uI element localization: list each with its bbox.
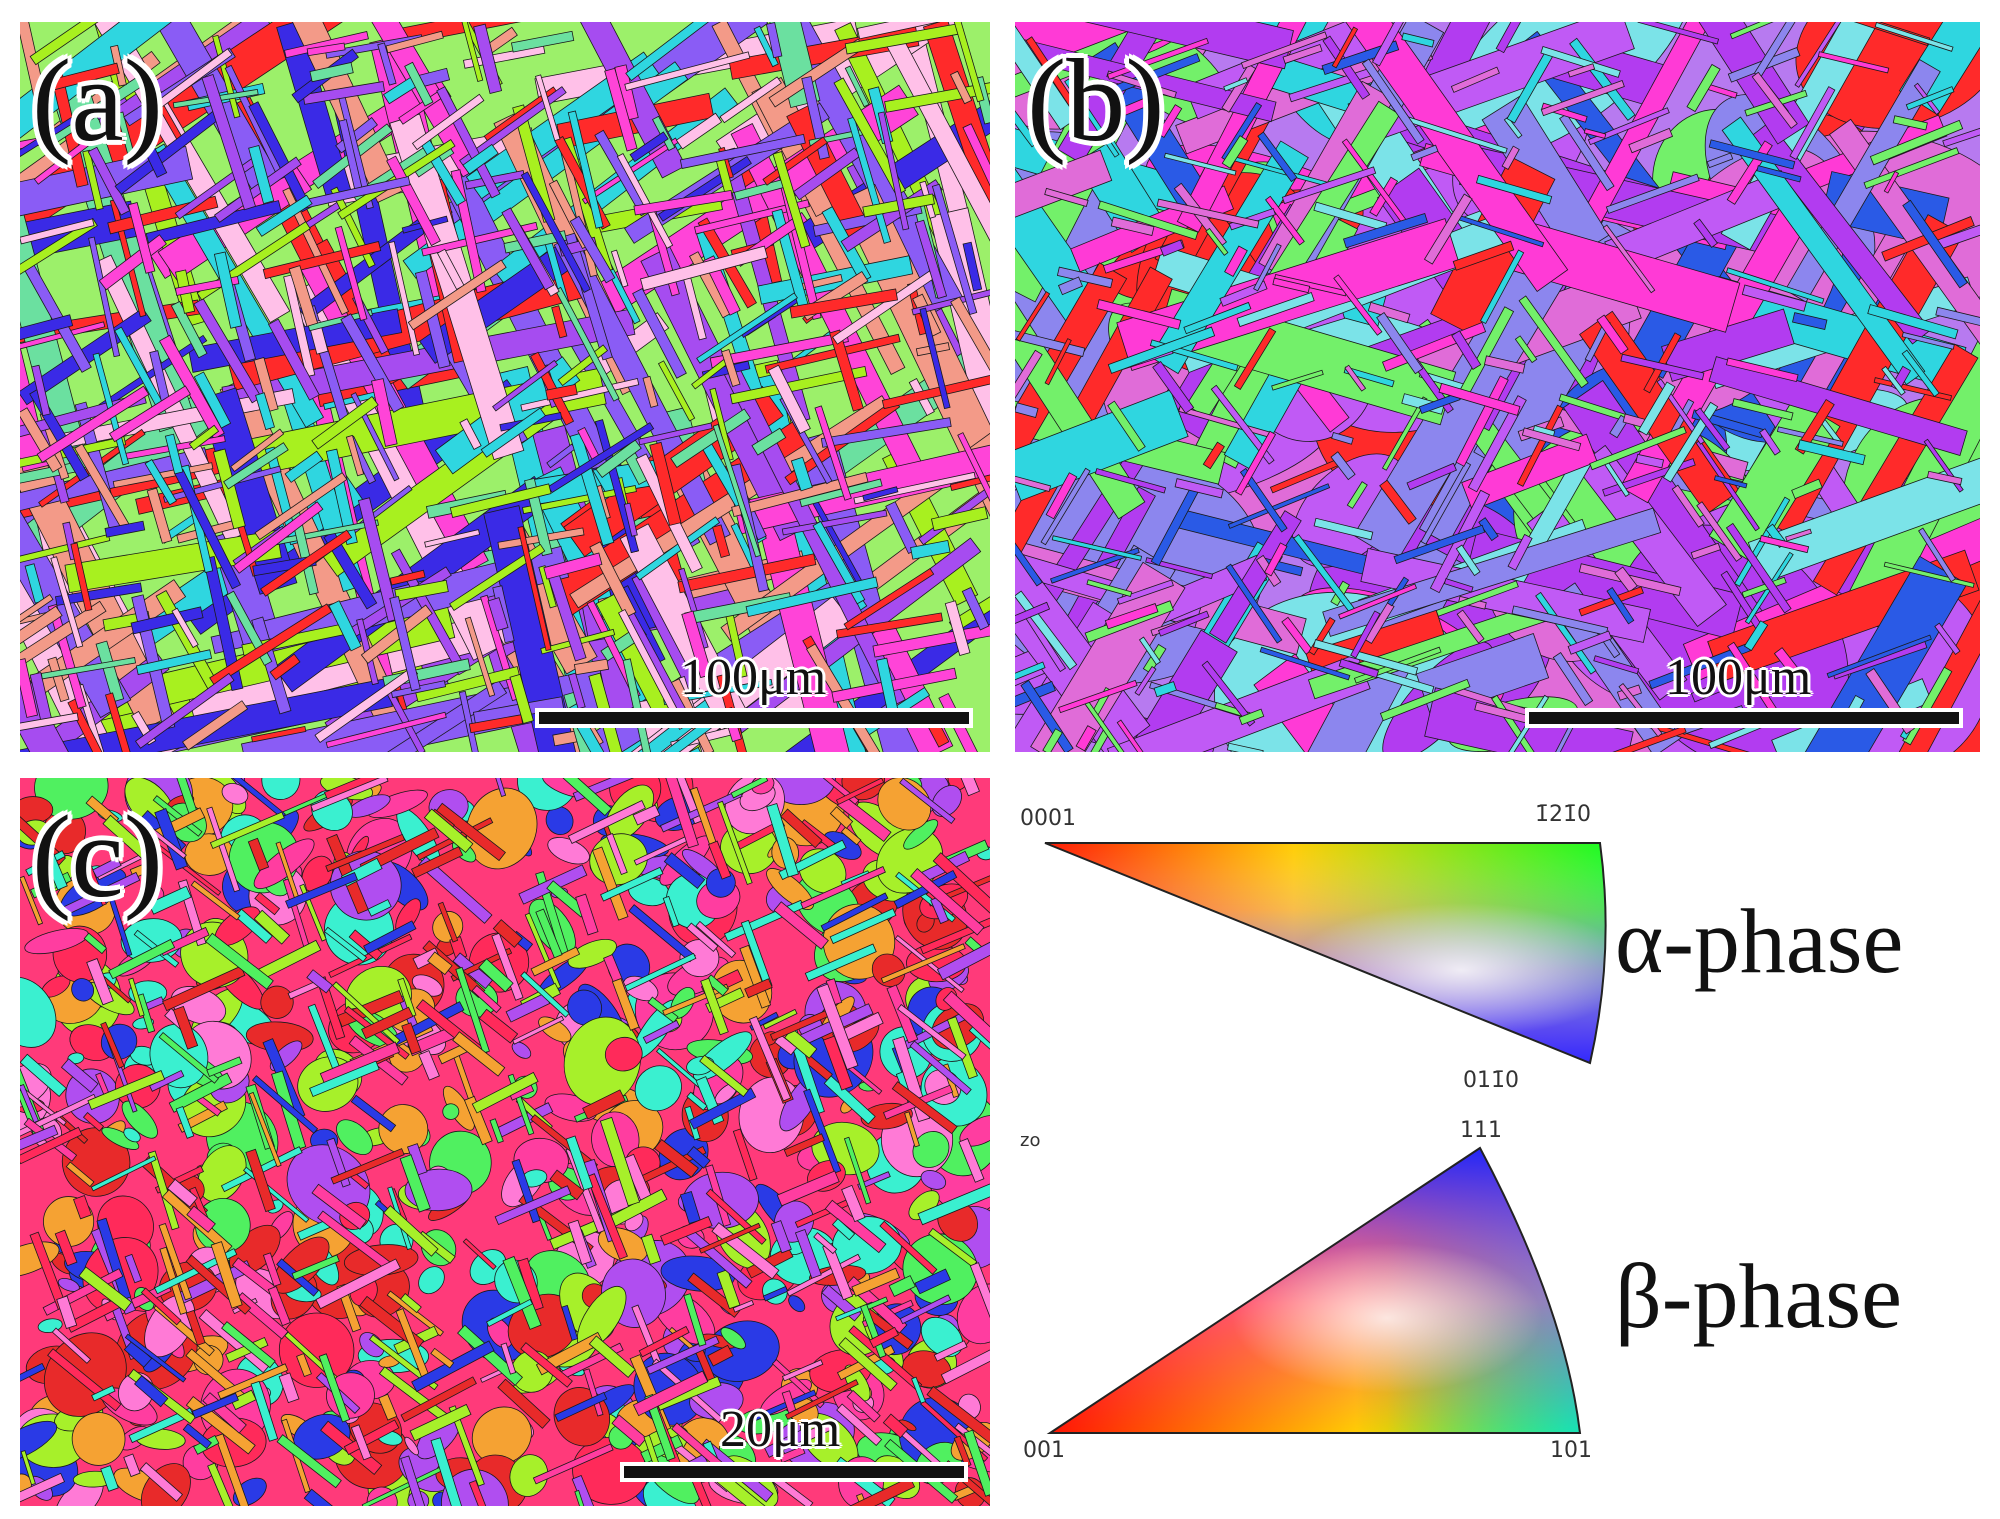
alpha-ipf-triangle [1045,843,1606,1063]
beta-corner-101: 101 [1550,1438,1592,1463]
beta-phase-label: β-phase [1615,1245,1902,1347]
scale-bar-c [620,1462,968,1482]
panel-label-c: (c) [32,791,163,922]
ebsd-map-a [20,22,990,752]
scale-label-a: 100μm [680,649,827,706]
alpha-corner-0001: 0001 [1020,806,1076,831]
alpha-corner-1210: 1̄21̄0 [1535,802,1591,827]
beta-corner-111: 111 [1460,1118,1502,1143]
panel-a: (a) 100μm [20,22,990,752]
scale-label-c: 20μm [720,1401,841,1458]
beta-corner-001: 001 [1023,1438,1065,1463]
scale-label-b: 100μm [1665,649,1812,706]
alpha-phase-label: α-phase [1615,890,1904,992]
ipf-triangles [1044,842,1607,1434]
ipf-legend: 0001 1̄21̄0 011̄0 zo α-phase 111 001 101… [1015,778,1980,1506]
panel-c: (c) 20μm [20,778,990,1506]
scale-bar-b [1525,708,1963,728]
panel-b: (b) 100μm [1015,22,1980,752]
panel-label-b: (b) [1027,35,1165,166]
beta-ipf-triangle [1050,1148,1580,1433]
panel-label-a: (a) [32,35,163,166]
zo-label: zo [1020,1130,1041,1151]
ebsd-map-c [20,778,990,1506]
scale-bar-a [535,708,973,728]
alpha-corner-0110: 011̄0 [1463,1068,1519,1093]
